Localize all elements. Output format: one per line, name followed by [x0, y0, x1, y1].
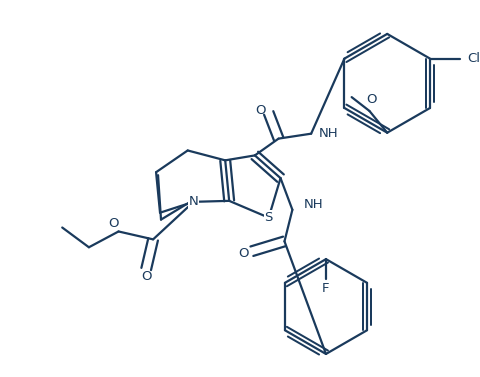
Text: NH: NH	[304, 198, 323, 211]
Text: O: O	[365, 93, 376, 106]
Text: NH: NH	[318, 127, 338, 140]
Text: O: O	[108, 217, 119, 230]
Text: Cl: Cl	[467, 52, 480, 65]
Text: F: F	[322, 282, 329, 295]
Text: O: O	[255, 104, 265, 118]
Text: S: S	[264, 211, 272, 224]
Text: O: O	[238, 247, 249, 260]
Text: O: O	[141, 270, 151, 284]
Text: N: N	[188, 195, 198, 208]
